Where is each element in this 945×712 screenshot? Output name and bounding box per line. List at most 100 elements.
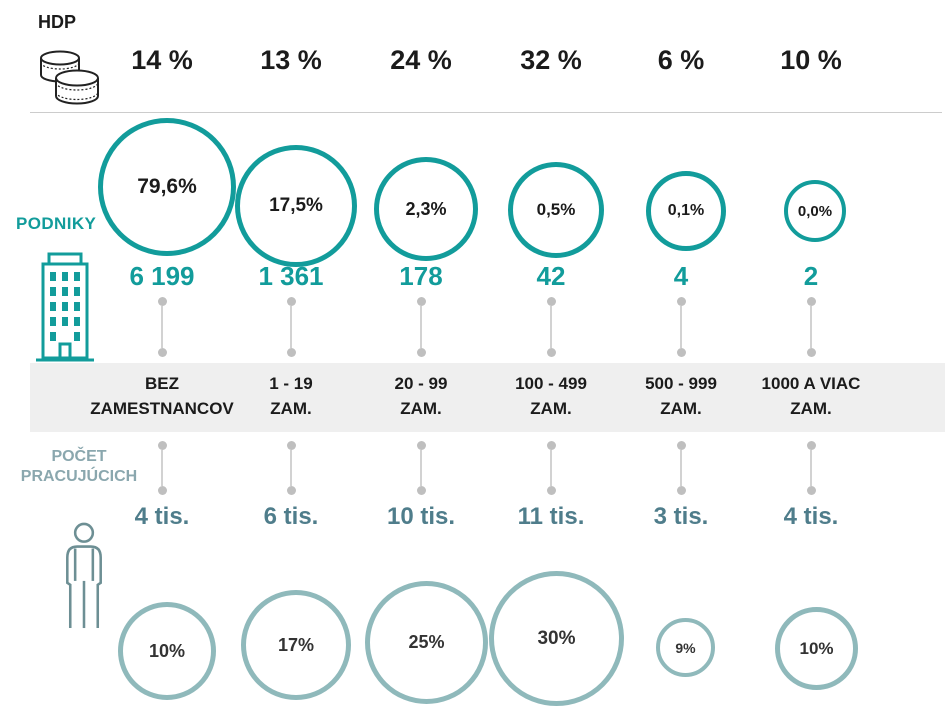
category-band: [30, 363, 945, 432]
connector-dot: [416, 441, 426, 450]
podniky-count-value: 42: [536, 261, 566, 291]
category-line1: 1000 A VIAC: [761, 374, 861, 393]
connector-dot: [676, 297, 686, 306]
podniky-label: PODNIKY: [16, 214, 97, 233]
connector-dot: [546, 486, 556, 495]
connector-bottom: [545, 441, 557, 495]
connector-dot: [157, 297, 167, 306]
workers-count-value: 10 tis.: [386, 503, 456, 530]
podniky-share-bubble: 0,5%: [508, 162, 604, 258]
workers-share-value: 10%: [148, 640, 186, 661]
hdp-share-value: 10 %: [780, 45, 842, 75]
category-line1: 100 - 499: [515, 374, 587, 393]
connector-top: [285, 297, 297, 357]
workers-count-value: 3 tis.: [653, 503, 709, 530]
workers-count-value: 4 tis.: [134, 503, 190, 530]
podniky-count-value: 2: [803, 261, 819, 291]
hdp-share-value: 6 %: [657, 45, 705, 75]
connector-dot: [546, 441, 556, 450]
connector-bottom: [675, 441, 687, 495]
workers-share-bubble: 30%: [489, 571, 624, 706]
podniky-share-bubble: 0,0%: [784, 180, 846, 242]
connector-top: [545, 297, 557, 357]
hdp-share-value: 32 %: [520, 45, 582, 75]
category-label: 20 - 99 ZAM.: [336, 371, 506, 421]
connector-dot: [546, 297, 556, 306]
connector-dot: [157, 348, 167, 357]
connector-bottom: [156, 441, 168, 495]
connector-dot: [806, 486, 816, 495]
connector-top: [415, 297, 427, 357]
workers-share-value: 25%: [408, 632, 445, 652]
building-door: [58, 342, 72, 360]
connector-dot: [416, 297, 426, 306]
hdp-share-value: 13 %: [260, 45, 322, 75]
building-icon: [36, 252, 94, 362]
hdp-share-value: 14 %: [131, 45, 193, 75]
connector-stem: [810, 306, 812, 348]
connector-dot: [286, 486, 296, 495]
connector-dot: [416, 486, 426, 495]
pocet-pracujucich-label: POČET PRACUJÚCICH: [0, 447, 158, 487]
connector-stem: [290, 306, 292, 348]
podniky-share-bubble: 0,1%: [646, 171, 726, 251]
podniky-share-bubble: 79,6%: [98, 118, 236, 256]
podniky-share-value: 0,0%: [797, 202, 833, 220]
connector-dot: [286, 297, 296, 306]
connector-bottom: [415, 441, 427, 495]
connector-dot: [546, 348, 556, 357]
workers-share-bubble: 9%: [656, 618, 715, 677]
connector-dot: [806, 348, 816, 357]
connector-stem: [810, 450, 812, 486]
podniky-share-value: 0,1%: [667, 202, 705, 219]
connector-dot: [157, 441, 167, 450]
connector-stem: [680, 306, 682, 348]
person-icon: [66, 522, 102, 629]
workers-share-bubble: 10%: [118, 602, 216, 700]
category-label: 500 - 999 ZAM.: [596, 371, 766, 421]
header-divider: [30, 112, 942, 113]
connector-bottom: [285, 441, 297, 495]
podniky-count-value: 6 199: [129, 261, 195, 291]
workers-share-value: 9%: [675, 639, 696, 656]
connector-bottom: [805, 441, 817, 495]
category-line2: ZAM.: [530, 399, 572, 418]
podniky-share-bubble: 2,3%: [374, 157, 478, 261]
connector-dot: [806, 297, 816, 306]
connector-top: [675, 297, 687, 357]
connector-dot: [286, 441, 296, 450]
category-line2: ZAMESTNANCOV: [90, 399, 234, 418]
category-line1: 500 - 999: [645, 374, 717, 393]
podniky-share-value: 0,5%: [536, 200, 576, 219]
connector-dot: [676, 441, 686, 450]
connector-dot: [286, 348, 296, 357]
category-label: 100 - 499 ZAM.: [466, 371, 636, 421]
coins-icon: [40, 50, 99, 105]
connector-stem: [550, 306, 552, 348]
connector-dot: [157, 486, 167, 495]
connector-stem: [420, 450, 422, 486]
connector-stem: [161, 450, 163, 486]
podniky-share-value: 79,6%: [137, 175, 197, 198]
connector-top: [156, 297, 168, 357]
podniky-count-value: 1 361: [258, 261, 324, 291]
podniky-count-value: 4: [673, 261, 689, 291]
category-line1: 1 - 19: [269, 374, 313, 393]
podniky-count-value: 178: [399, 261, 443, 291]
category-line2: ZAM.: [660, 399, 702, 418]
workers-share-bubble: 10%: [775, 607, 858, 690]
workers-share-value: 30%: [537, 627, 576, 649]
connector-stem: [680, 450, 682, 486]
pocet-line2: PRACUJÚCICH: [20, 468, 138, 485]
category-label: 1000 A VIAC ZAM.: [726, 371, 896, 421]
workers-share-value: 10%: [799, 638, 834, 658]
podniky-share-bubble: 17,5%: [235, 145, 357, 267]
connector-dot: [416, 348, 426, 357]
category-line2: ZAM.: [270, 399, 312, 418]
connector-stem: [161, 306, 163, 348]
connector-dot: [676, 348, 686, 357]
podniky-share-value: 17,5%: [269, 195, 323, 216]
category-line1: 20 - 99: [394, 374, 448, 393]
hdp-label: HDP: [38, 12, 77, 32]
